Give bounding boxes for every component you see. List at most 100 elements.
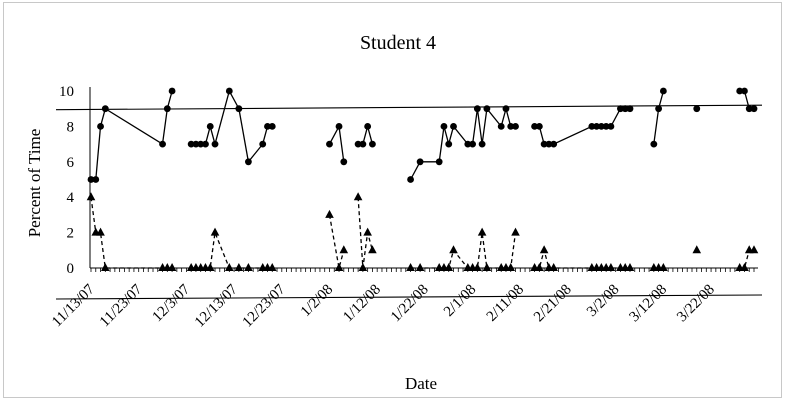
series-1-point <box>502 105 510 113</box>
series-1-point <box>197 140 205 148</box>
x-tick-label: 1/22/08 <box>388 282 432 326</box>
x-tick-label: 12/3/07 <box>149 281 193 325</box>
series-1-line <box>191 89 273 164</box>
series-1-point <box>187 140 195 148</box>
series-1-point <box>602 123 610 130</box>
series-2-point <box>659 263 668 271</box>
series-2-point <box>549 263 558 271</box>
y-tick-label: 2 <box>67 226 75 242</box>
x-tick-label: 3/12/08 <box>626 282 670 326</box>
series-2-point <box>749 245 759 254</box>
series-1-point <box>588 123 596 130</box>
reference-lines <box>55 104 763 300</box>
series-1-point <box>483 105 491 113</box>
series-2-point <box>535 263 544 271</box>
series-2-point <box>244 263 253 271</box>
y-tick-label: 0 <box>67 261 75 277</box>
series-2-line <box>191 230 273 269</box>
series-1-point <box>473 105 481 113</box>
series-1-point <box>87 176 95 183</box>
x-tick-label: 3/2/08 <box>584 282 622 320</box>
chart-frame: Student 4 Percent of Time Date 0 2 4 6 8 10 1… <box>3 2 782 398</box>
series-1-point <box>97 123 104 130</box>
series-1-point <box>626 105 634 113</box>
series-1-point <box>326 140 333 148</box>
series-2-point <box>339 245 349 254</box>
series-2-point <box>539 245 549 254</box>
series-1-point <box>225 87 233 95</box>
chart-title: Student 4 <box>360 32 436 54</box>
series-1-point <box>168 87 176 95</box>
y-axis-label: Percent of Time <box>25 129 44 238</box>
series-1-point <box>259 140 267 148</box>
series-1-point <box>92 176 100 183</box>
series-1-point <box>435 158 443 166</box>
series-2-point <box>482 263 492 271</box>
series-1-line <box>534 108 630 145</box>
series-1-line <box>410 106 516 180</box>
series-1-point <box>593 123 600 130</box>
series-1-point <box>192 140 200 148</box>
series-1-point <box>268 123 276 130</box>
series-1-point <box>445 140 453 148</box>
series-2-point <box>625 263 635 271</box>
series-1-point <box>512 123 519 130</box>
series-1-point <box>736 87 744 95</box>
x-tick-label: 2/21/08 <box>531 282 575 326</box>
series-1-point <box>416 158 424 166</box>
series-1-point <box>245 158 252 166</box>
series-2-point <box>205 263 215 271</box>
series-1-point <box>211 140 219 148</box>
series-1-point <box>531 123 538 130</box>
series-2-point <box>444 263 454 271</box>
series-1-point <box>440 123 448 130</box>
series-1-point <box>617 105 624 113</box>
series-2-point <box>325 209 334 218</box>
series-1-point <box>159 140 166 148</box>
series-1-point <box>650 140 658 148</box>
series-1-point <box>478 140 486 148</box>
y-tick-label: 8 <box>67 119 75 135</box>
series-2-line <box>410 232 517 269</box>
series-2-point <box>334 263 344 271</box>
x-tick-label: 11/23/07 <box>97 281 146 330</box>
series-2-point <box>225 263 234 271</box>
series-2-point <box>406 263 415 271</box>
series-2-point <box>692 245 702 254</box>
series-2-point <box>511 227 520 236</box>
x-tick-label: 12/13/07 <box>192 281 241 330</box>
series-2-point <box>473 263 482 271</box>
series-2-point <box>267 263 277 271</box>
series-1-point <box>364 123 372 130</box>
series-2-point <box>740 263 749 271</box>
x-tick-label: 3/22/08 <box>674 282 718 326</box>
series-1-point <box>693 105 701 113</box>
series-1-point <box>359 140 367 148</box>
series-1-line <box>653 90 665 145</box>
series-1-point <box>659 87 667 95</box>
series-markers <box>86 87 759 271</box>
series-1-point <box>545 140 553 148</box>
series-1-point <box>469 140 476 148</box>
series-2-point <box>363 227 372 236</box>
series-1-point <box>354 140 362 148</box>
series-2-point <box>86 192 96 201</box>
series-1-point <box>745 105 753 113</box>
x-tick-label: 11/13/07 <box>49 281 98 330</box>
series-2-point <box>358 263 368 271</box>
series-1-point <box>101 105 109 113</box>
series-lines <box>90 89 754 269</box>
series-1-line <box>91 90 173 181</box>
series-1-point <box>450 123 457 130</box>
series-1-point <box>464 140 472 148</box>
series-1-point <box>369 140 376 148</box>
series-2-line <box>357 197 374 269</box>
series-2-line <box>328 214 345 269</box>
series-2-point <box>368 245 377 254</box>
series-1-point <box>507 123 515 130</box>
series-2-point <box>234 263 244 271</box>
series-2-point <box>96 227 105 236</box>
series-1-point <box>340 158 348 166</box>
x-tick-label: 2/1/08 <box>441 282 479 320</box>
